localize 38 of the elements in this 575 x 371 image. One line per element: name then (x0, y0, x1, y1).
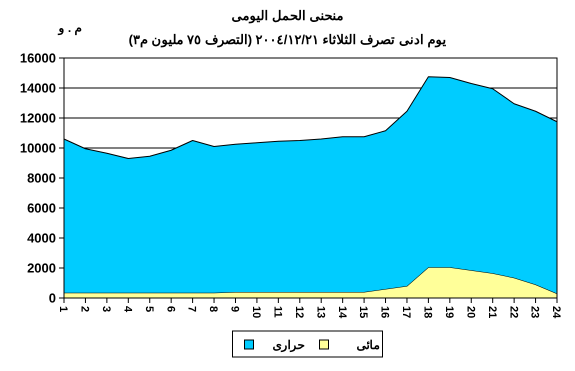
x-tick-label: 7 (186, 306, 198, 312)
x-tick-label: 13 (314, 306, 326, 318)
y-tick-label: 12000 (20, 110, 56, 126)
x-tick-label: 4 (121, 306, 134, 313)
x-tick-label: 18 (422, 306, 434, 318)
x-tick-label: 12 (292, 306, 305, 318)
x-tick-label: 6 (164, 306, 176, 312)
chart-title: منحنى الحمل اليومى (231, 8, 344, 24)
y-tick-label: 10000 (20, 140, 56, 156)
y-tick-label: 14000 (20, 80, 56, 96)
y-axis-title: م . و (57, 21, 82, 36)
x-tick-label: 15 (357, 306, 370, 318)
x-tick-label: 11 (272, 306, 284, 318)
x-tick-label: 17 (400, 306, 412, 318)
x-tick-label: 5 (142, 306, 155, 312)
x-tick-label: 22 (507, 306, 520, 318)
x-tick-label: 2 (78, 306, 91, 312)
y-tick-label: 6000 (27, 200, 56, 216)
chart-subtitle: يوم ادنى تصرف الثلاثاء ٢٠٠٤/١٢/٢١ (التصرف ٧٥ مليون م٣) (128, 32, 446, 48)
y-tick-label: 16000 (20, 50, 56, 66)
x-tick-label: 21 (486, 306, 498, 318)
y-tick-label: 8000 (27, 170, 56, 186)
y-tick-label: 4000 (27, 230, 56, 246)
x-tick-label: 1 (57, 306, 70, 312)
x-tick-label: 3 (100, 306, 112, 312)
x-tick-label: 24 (550, 306, 562, 320)
x-tick-label: 23 (528, 306, 541, 318)
x-tick-label: 20 (464, 306, 476, 318)
x-tick-label: 9 (228, 306, 241, 312)
x-tick-label: 16 (378, 306, 391, 318)
y-tick-label: 0 (48, 290, 56, 306)
legend-label: حرارى (272, 338, 304, 354)
x-tick-label: 19 (442, 306, 455, 318)
x-tick-label: 8 (207, 306, 220, 312)
legend-label: مائى (356, 338, 380, 352)
x-tick-label: 10 (250, 306, 262, 318)
x-tick-label: 14 (336, 306, 348, 320)
y-tick-label: 2000 (27, 260, 56, 276)
